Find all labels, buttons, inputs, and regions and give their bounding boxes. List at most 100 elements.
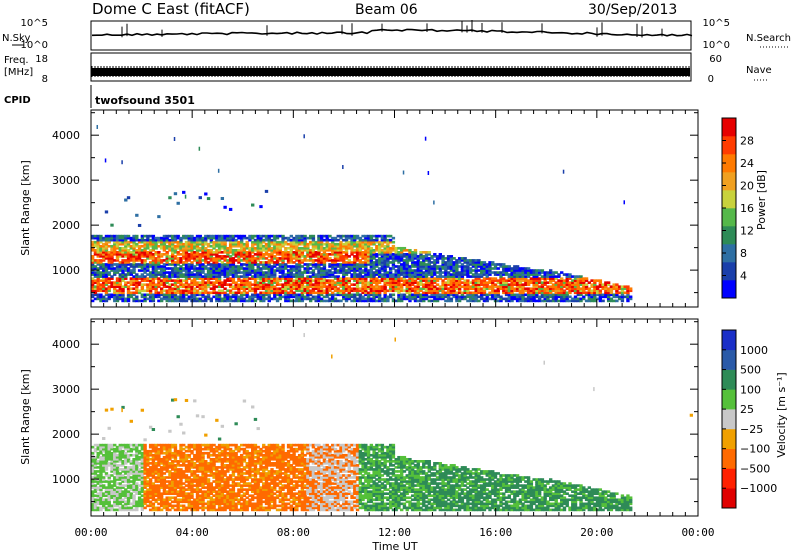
data-cell (248, 273, 252, 276)
data-cell (391, 257, 396, 260)
data-cell (259, 297, 263, 301)
data-cell (242, 242, 247, 246)
nsearch-label: N.Search (746, 33, 791, 44)
data-cell (347, 297, 351, 301)
data-cell (364, 267, 368, 270)
data-cell (416, 257, 420, 260)
data-cell (372, 261, 376, 264)
data-cell (452, 269, 456, 272)
data-cell (195, 277, 200, 280)
data-cell (121, 494, 125, 498)
data-cell (408, 285, 412, 289)
data-cell (171, 279, 175, 282)
data-cell (482, 293, 487, 297)
data-cell (372, 238, 376, 242)
data-cell (278, 275, 282, 278)
data-cell (358, 253, 362, 256)
data-cell (485, 287, 489, 291)
data-cell (598, 283, 603, 287)
data-cell (521, 297, 525, 301)
data-cell (284, 265, 288, 268)
data-cell (157, 271, 161, 274)
data-cell (560, 283, 564, 287)
data-cell (422, 273, 426, 276)
data-cell (366, 285, 371, 289)
data-cell (140, 261, 145, 264)
data-cell (386, 299, 390, 303)
data-cell (394, 251, 398, 254)
data-cell (485, 295, 489, 299)
data-cell (223, 248, 227, 252)
data-cell (245, 273, 249, 276)
data-cell (217, 271, 222, 274)
data-cell (173, 136, 176, 141)
data-cell (148, 279, 153, 282)
data-cell (322, 283, 327, 287)
data-cell (259, 255, 263, 258)
data-cell (148, 271, 153, 274)
data-cell (482, 289, 487, 293)
data-cell (171, 267, 175, 270)
data-cell (590, 295, 594, 299)
data-cell (173, 246, 178, 250)
data-cell (408, 257, 412, 260)
data-cell (121, 285, 125, 289)
data-cell (289, 248, 294, 252)
data-cell (107, 447, 111, 451)
data-cell (322, 291, 327, 295)
data-cell (179, 257, 183, 260)
data-cell (466, 271, 470, 274)
data-cell (449, 265, 454, 268)
data-cell (540, 283, 545, 287)
data-cell (135, 287, 139, 291)
data-cell (126, 287, 131, 291)
data-cell (562, 299, 567, 303)
data-cell (148, 289, 153, 293)
data-cell (159, 265, 164, 268)
data-cell (411, 279, 415, 282)
data-cell (488, 279, 492, 282)
data-cell (168, 275, 172, 278)
data-cell (377, 279, 382, 282)
data-cell (394, 283, 398, 287)
data-cell (102, 251, 106, 254)
data-cell (151, 253, 156, 256)
data-cell (353, 238, 357, 242)
data-cell (518, 291, 523, 295)
data-cell (209, 240, 213, 244)
data-cell (584, 291, 589, 295)
data-cell (529, 289, 534, 293)
data-cell (491, 261, 495, 264)
data-cell (209, 255, 213, 258)
data-cell (411, 269, 415, 272)
data-cell (515, 279, 520, 282)
data-cell (96, 281, 100, 284)
data-cell (157, 261, 161, 264)
data-cell (355, 265, 360, 268)
data-cell (292, 253, 296, 256)
data-cell (132, 279, 136, 282)
data-cell (91, 466, 95, 469)
data-cell (201, 275, 205, 278)
data-cell (234, 287, 238, 291)
data-cell (488, 293, 492, 297)
data-cell (162, 275, 167, 278)
data-cell (223, 295, 227, 299)
data-cell (99, 299, 103, 303)
data-cell (223, 238, 227, 242)
data-cell (515, 287, 520, 291)
data-cell (165, 251, 169, 254)
data-cell (140, 244, 145, 248)
data-cell (256, 248, 260, 252)
data-cell (132, 238, 136, 242)
data-cell (377, 259, 382, 262)
data-cell (366, 271, 371, 274)
data-cell (273, 238, 277, 242)
data-cell (121, 455, 125, 459)
data-cell (284, 251, 288, 254)
data-cell (93, 279, 98, 282)
data-cell (187, 273, 191, 276)
data-cell (259, 240, 263, 244)
data-cell (187, 236, 191, 240)
data-cell (565, 281, 569, 284)
